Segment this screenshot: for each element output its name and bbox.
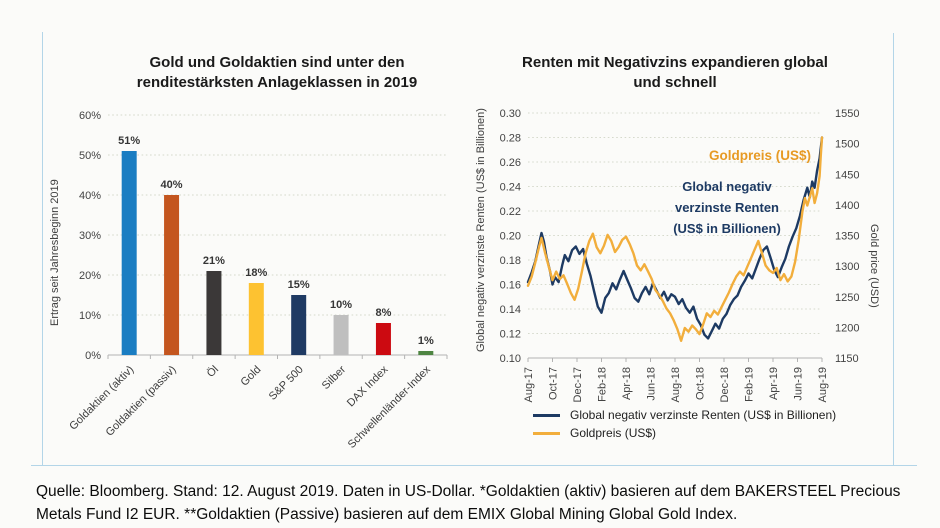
line-chart-right-axis-label: Gold price (USD) (868, 223, 880, 308)
legend-item-gold: Goldpreis (US$) (533, 426, 656, 440)
frame-right-border (893, 33, 894, 465)
left-tick-label: 0.30 (500, 108, 521, 120)
right-tick-label: 1400 (835, 200, 859, 212)
bar-value-label: 1% (418, 335, 434, 347)
category-label: Silber (320, 363, 349, 392)
x-tick-label: Dec-18 (719, 367, 731, 402)
category-label: S&P 500 (267, 364, 306, 403)
left-tick-label: 0.28 (500, 133, 521, 145)
right-tick-label: 1300 (835, 261, 859, 273)
bar-value-label: 40% (161, 179, 183, 191)
left-tick-label: 0.26 (500, 157, 521, 169)
left-tick-label: 0.10 (500, 353, 521, 365)
x-tick-label: Aug-19 (817, 367, 829, 402)
left-tick-label: 0.22 (500, 206, 521, 218)
frame-bottom-border (31, 465, 917, 466)
bar (375, 323, 391, 355)
legend-swatch-renten (533, 413, 560, 417)
x-tick-label: Apr-19 (768, 367, 780, 400)
legend-item-renten: Global negativ verzinste Renten (US$ in … (533, 408, 836, 422)
x-tick-label: Aug-18 (670, 367, 682, 402)
right-tick-label: 1500 (835, 139, 859, 151)
bar (248, 283, 264, 355)
annotation-renten: Global negativ verzinste Renten (US$ in … (673, 179, 781, 236)
left-tick-label: 0.16 (500, 280, 521, 292)
bar-value-label: 8% (375, 307, 391, 319)
line-chart-title: Renten mit Negativzins expandieren globa… (522, 54, 828, 91)
right-tick-label: 1200 (835, 322, 859, 334)
bar-value-label: 18% (245, 267, 267, 279)
x-tick-label: Aug-17 (523, 367, 535, 402)
y-tick-label: 60% (79, 110, 101, 122)
bar-value-label: 51% (118, 135, 140, 147)
left-tick-label: 0.24 (500, 182, 521, 194)
bar (333, 315, 349, 355)
bar-value-label: 10% (330, 299, 352, 311)
left-tick-label: 0.12 (500, 329, 521, 341)
category-label: DAX Index (345, 363, 391, 409)
left-tick-label: 0.20 (500, 231, 521, 243)
y-tick-label: 30% (79, 230, 101, 242)
x-tick-label: Jun-19 (793, 367, 805, 401)
x-tick-label: Dec-17 (572, 367, 584, 402)
x-tick-label: Apr-18 (621, 367, 633, 400)
bar-value-label: 21% (203, 255, 225, 267)
category-label: Schwellenländer-Index (346, 363, 434, 451)
right-tick-label: 1450 (835, 169, 859, 181)
category-label: Gold (239, 364, 264, 389)
bar-value-label: 15% (288, 279, 310, 291)
category-label: Goldaktien (passiv) (104, 364, 179, 439)
gold-line (526, 136, 824, 342)
y-tick-label: 40% (79, 190, 101, 202)
y-tick-label: 0% (85, 350, 101, 362)
y-tick-label: 10% (79, 310, 101, 322)
right-tick-label: 1550 (835, 108, 859, 120)
right-tick-label: 1250 (835, 292, 859, 304)
category-label: Öl (205, 364, 221, 380)
left-tick-label: 0.14 (500, 304, 521, 316)
renten-line (526, 136, 824, 340)
legend-label-gold: Goldpreis (US$) (570, 426, 657, 440)
legend-swatch-gold (533, 431, 560, 435)
bar-chart: 0%10%20%30%40%50%60%51%Goldaktien (aktiv… (67, 110, 448, 451)
x-tick-label: Oct-17 (548, 367, 560, 400)
bar-chart-title: Gold und Goldaktien sind unter den rendi… (136, 54, 418, 91)
line-chart: 0.10 0.12 0.14 0.16 0.18 0.20 0.22 0.24 0.26 0.28… (500, 108, 860, 402)
y-tick-label: 20% (79, 270, 101, 282)
bar (121, 151, 137, 355)
annotation-goldpreis: Goldpreis (US$) (708, 148, 811, 163)
bar (164, 195, 180, 355)
x-tick-label: Jun-18 (646, 367, 658, 401)
bar (418, 351, 434, 355)
bar (291, 295, 307, 355)
legend-label-renten: Global negativ verzinste Renten (US$ in … (570, 408, 837, 422)
source-note: Quelle: Bloomberg. Stand: 12. August 201… (36, 483, 901, 524)
right-tick-label: 1350 (835, 231, 859, 243)
right-tick-label: 1150 (835, 353, 859, 365)
x-tick-label: Feb-18 (597, 367, 609, 402)
x-tick-label: Feb-19 (744, 367, 756, 402)
x-tick-label: Oct-18 (695, 367, 707, 400)
frame-left-border (42, 32, 43, 465)
bar (206, 271, 222, 355)
y-tick-label: 50% (79, 150, 101, 162)
left-tick-label: 0.18 (500, 255, 521, 267)
